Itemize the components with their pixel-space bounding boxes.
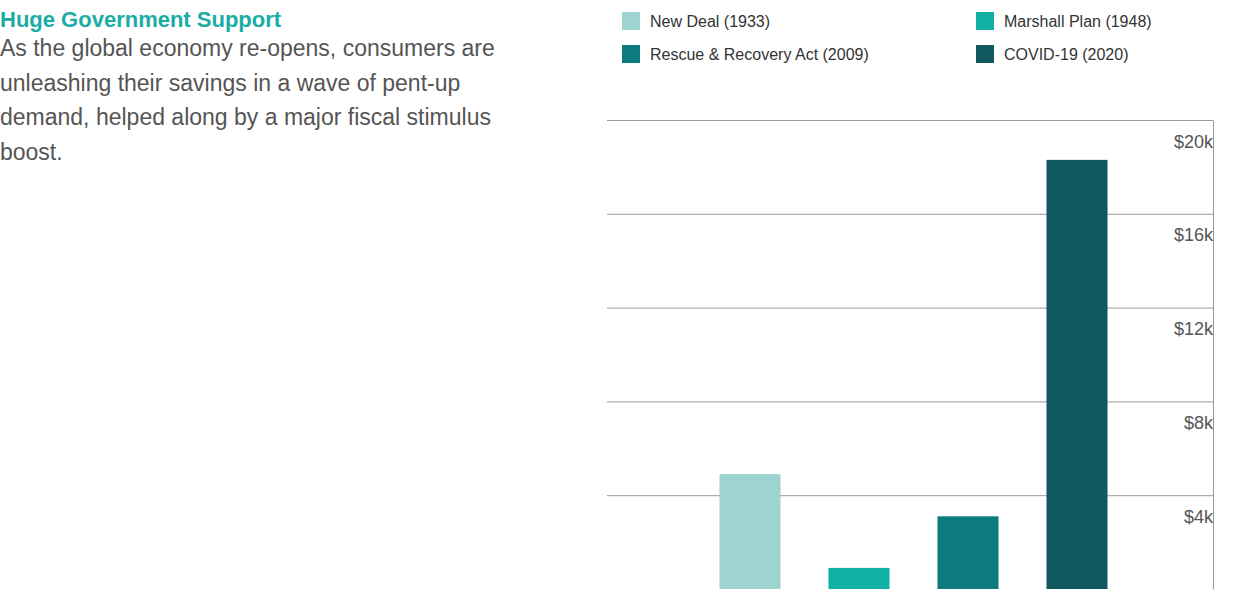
grid-line [607,214,1213,215]
tick-label: $20k [1174,132,1214,152]
tick: $20k [607,121,1214,152]
subtitle: As the global economy re-opens, consumer… [0,35,495,165]
tick: $16k [607,214,1214,245]
tick: $12k [607,308,1214,339]
bar [719,474,780,589]
grid-line [607,495,1213,496]
chart: Huge Government Support As the global eco… [0,0,1252,600]
legend-swatch [976,45,994,63]
tick: $8k [607,402,1214,433]
bar [937,516,998,589]
legend-swatch [622,12,640,30]
legend-swatch [976,12,994,30]
y-axis: $4k $8k $12k $16k $20k [607,121,1214,590]
tick-label: $16k [1174,225,1214,245]
legend-item: COVID-19 (2020) [976,45,1129,63]
legend-label: Rescue & Recovery Act (2009) [650,46,869,63]
legend-label: COVID-19 (2020) [1004,46,1129,63]
grid-line [607,401,1213,402]
legend-item: Marshall Plan (1948) [976,12,1152,30]
tick: $4k [607,496,1214,527]
grid-line [607,308,1213,309]
axis-line [1213,121,1214,590]
tick-label: $4k [1184,507,1214,527]
bar [1046,160,1107,589]
bars [719,160,1107,589]
legend-item: Rescue & Recovery Act (2009) [622,45,869,63]
legend-label: New Deal (1933) [650,13,770,30]
grid-line [607,120,1213,121]
legend: New Deal (1933) Marshall Plan (1948) Rescu… [622,12,1152,63]
legend-item: New Deal (1933) [622,12,770,30]
legend-label: Marshall Plan (1948) [1004,13,1152,30]
title: Huge Government Support [0,7,282,32]
legend-swatch [622,45,640,63]
tick-label: $8k [1184,413,1214,433]
tick-label: $12k [1174,319,1214,339]
bar [828,568,889,589]
